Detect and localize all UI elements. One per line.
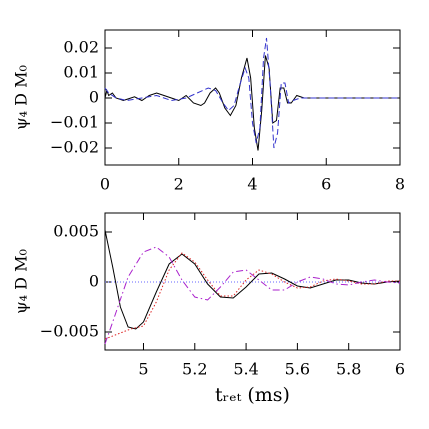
y-axis-label: ψ₄ D M₀ bbox=[12, 249, 31, 314]
y-tick-label: −0.005 bbox=[40, 322, 99, 341]
x-tick-label: 4 bbox=[247, 175, 257, 194]
y-tick-label: 0.005 bbox=[53, 222, 99, 241]
y-axis-label: ψ₄ D M₀ bbox=[12, 65, 31, 130]
series-line bbox=[104, 229, 401, 330]
series-line bbox=[104, 252, 400, 340]
x-tick-label: 5.6 bbox=[285, 360, 310, 379]
series-line bbox=[104, 55, 400, 151]
x-tick-label: 2 bbox=[174, 175, 184, 194]
x-tick-label: 5.4 bbox=[233, 360, 258, 379]
x-tick-label: 6 bbox=[395, 360, 405, 379]
y-tick-label: 0.02 bbox=[63, 38, 99, 57]
y-tick-label: 0 bbox=[89, 88, 99, 107]
x-tick-label: 8 bbox=[395, 175, 405, 194]
x-tick-label: 5.2 bbox=[182, 360, 207, 379]
y-tick-label: 0 bbox=[89, 272, 99, 291]
y-tick-label: −0.01 bbox=[50, 113, 99, 132]
y-tick-label: 0.01 bbox=[63, 63, 99, 82]
x-tick-label: 5 bbox=[138, 360, 148, 379]
x-tick-label: 0 bbox=[100, 175, 110, 194]
x-axis-label: tᵣₑₜ (ms) bbox=[215, 384, 290, 406]
y-tick-label: −0.02 bbox=[50, 138, 99, 157]
x-tick-label: 5.8 bbox=[336, 360, 361, 379]
series-line bbox=[104, 246, 401, 345]
series-line bbox=[104, 37, 400, 149]
x-tick-label: 6 bbox=[321, 175, 331, 194]
